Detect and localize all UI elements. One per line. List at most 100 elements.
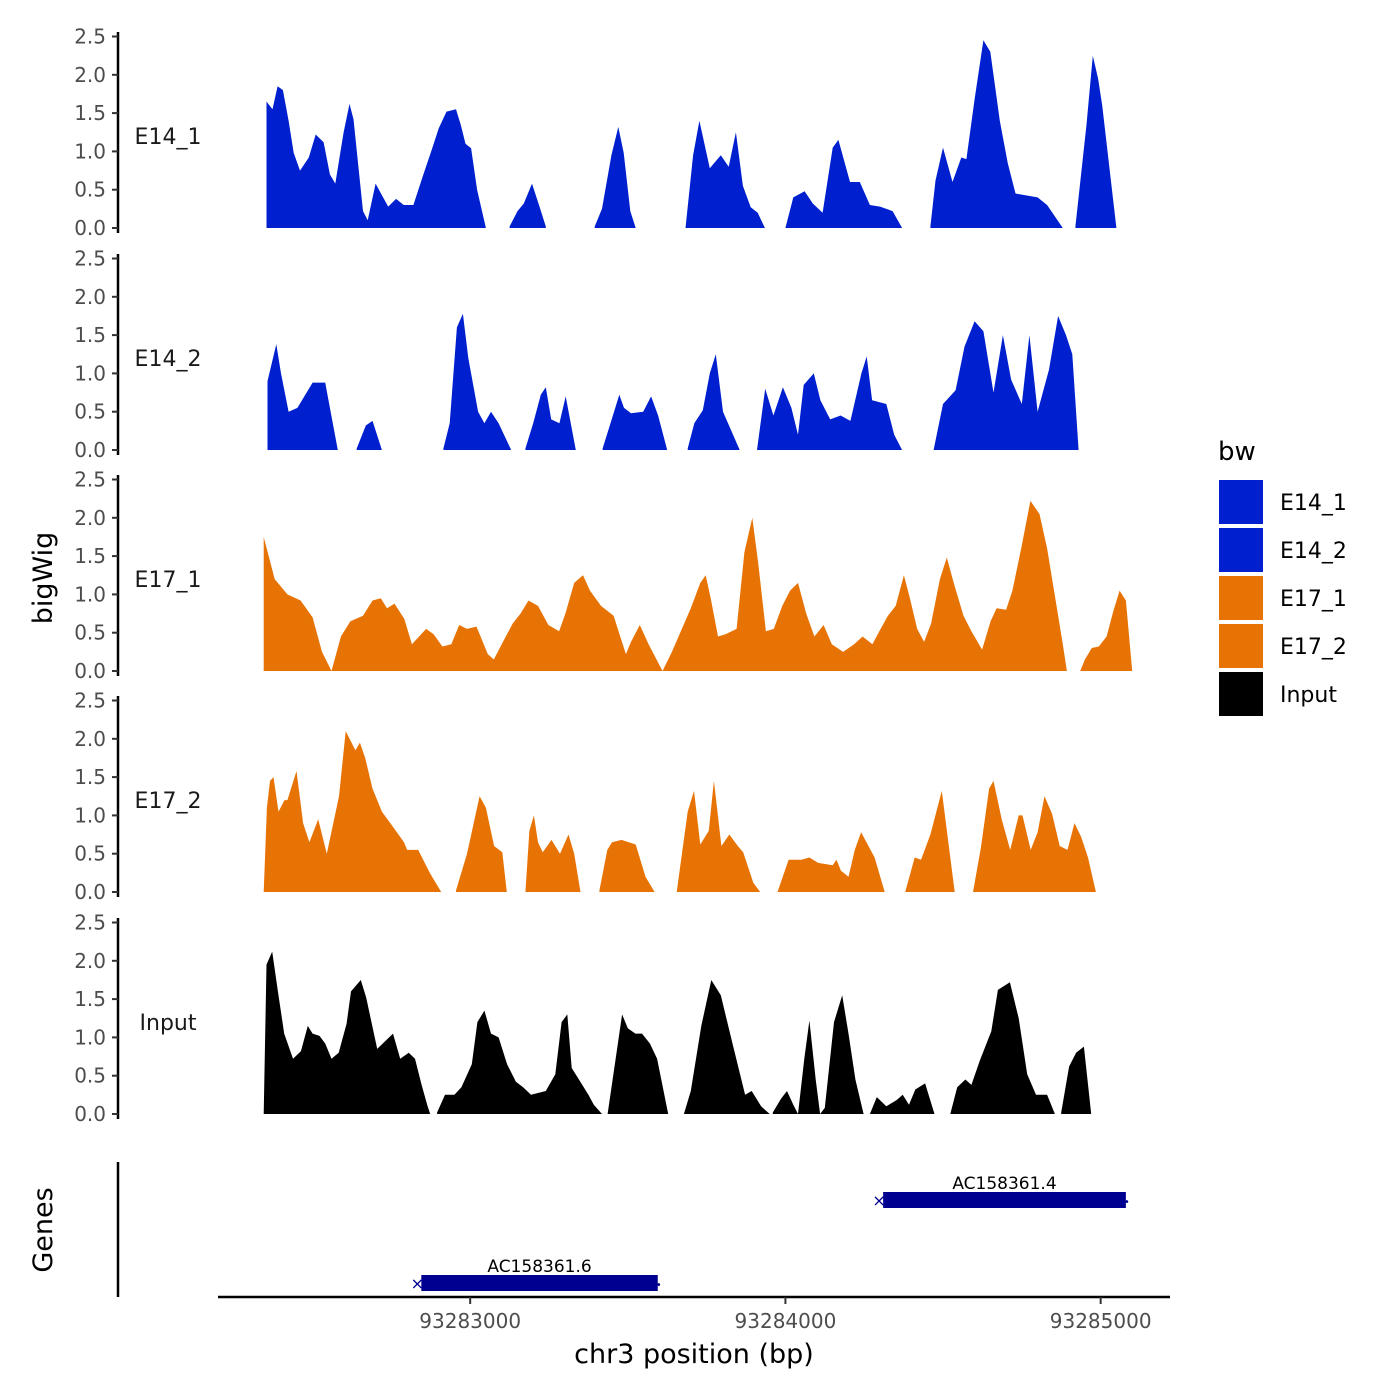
gene-track: × • AC158361.4 × • AC158361.6 [116,1162,1130,1297]
coverage-area-E17_2 [263,731,442,892]
coverage-area-E17_2 [777,832,885,892]
gene-label: AC158361.6 [487,1257,591,1277]
coverage-area-E14_2 [687,354,740,450]
coverage-area-Input [1061,1046,1092,1114]
x-tick-label: 93284000 [735,1309,837,1333]
coverage-area-E14_1 [685,120,765,228]
track-panels: 0.0 0.5 1.0 1.5 2.0 2.5 E14_1 0.0 0.5 1.0 1.5 2.0 2.… [74,25,1133,1126]
legend-label-E14_1: E14_1 [1280,491,1347,516]
track-label-Input: Input [140,1011,197,1036]
track-label-E17_2: E17_2 [135,789,202,814]
coverage-area-Input [607,1014,669,1114]
y-tick-label: 0.5 [74,621,106,645]
y-tick-label: 2.5 [74,247,106,271]
y-tick-label: 2.5 [74,911,106,935]
x-axis-title: chr3 position (bp) [574,1339,814,1370]
coverage-area-E14_1 [930,40,1063,228]
gene-end-marker: • [656,1280,662,1291]
legend-label-E17_1: E17_1 [1280,587,1347,612]
legend-swatch-E17_1 [1217,574,1265,622]
legend-swatch-E17_2 [1217,622,1265,670]
coverage-area-E14_2 [933,316,1079,450]
gene-start-marker: × [872,1191,885,1210]
y-tick-label: 2.0 [74,727,106,751]
y-tick-label: 1.0 [74,803,106,827]
track-label-E14_2: E14_2 [135,347,202,372]
gene-label: AC158361.4 [952,1174,1056,1194]
x-tick-label: 93285000 [1050,1309,1152,1333]
coverage-area-E14_1 [594,126,636,228]
y-tick-label: 0.5 [74,178,106,202]
coverage-area-E14_1 [1075,55,1117,229]
y-tick-label: 0.0 [74,659,106,683]
legend-title: bw [1218,437,1256,467]
coverage-area-E17_2 [676,780,761,892]
coverage-area-E14_2 [267,344,338,450]
track-panel-E17_1: 0.0 0.5 1.0 1.5 2.0 2.5 E17_1 [74,468,1133,683]
coverage-area-Input [437,1010,602,1114]
y-tick-label: 1.0 [74,582,106,606]
track-panel-E14_1: 0.0 0.5 1.0 1.5 2.0 2.5 E14_1 [74,25,1117,240]
y-tick-label: 2.5 [74,689,106,713]
gene-body [883,1192,1126,1208]
y-tick-label: 0.0 [74,1102,106,1126]
y-tick-label: 2.0 [74,949,106,973]
coverage-area-E17_2 [599,839,655,892]
gene-end-marker: • [1124,1197,1130,1208]
y-tick-label: 2.5 [74,25,106,49]
genes-panel-label: Genes [28,1187,59,1272]
coverage-area-E14_2 [757,356,903,450]
y-tick-label: 0.5 [74,842,106,866]
y-tick-label: 2.0 [74,506,106,530]
coverage-area-E17_2 [525,815,581,892]
y-tick-label: 1.5 [74,765,106,789]
gene-body [421,1275,658,1291]
coverage-area-Input [683,980,770,1114]
track-panel-E17_2: 0.0 0.5 1.0 1.5 2.0 2.5 E17_2 [74,689,1096,904]
y-tick-label: 1.0 [74,139,106,163]
y-tick-label: 1.0 [74,361,106,385]
x-axis: 93283000 93284000 93285000 [218,1295,1170,1333]
coverage-area-E14_2 [443,313,512,450]
y-tick-label: 2.5 [74,468,106,492]
y-tick-label: 2.0 [74,285,106,309]
legend-label-E14_2: E14_2 [1280,539,1347,564]
track-panel-Input: 0.0 0.5 1.0 1.5 2.0 2.5 Input [74,911,1092,1126]
legend-swatch-E14_1 [1217,478,1265,526]
gene-AC158361.6: × • AC158361.6 [411,1257,662,1293]
track-label-E14_1: E14_1 [135,125,202,150]
coverage-area-Input [263,951,431,1114]
y-tick-label: 1.0 [74,1025,106,1049]
coverage-area-E17_2 [973,780,1096,892]
legend: bw E14_1 E14_2 E17_1 E17_2 Input [1217,437,1347,718]
y-tick-label: 0.5 [74,1064,106,1088]
y-tick-label: 0.0 [74,216,106,240]
y-axis-title: bigWig [28,532,59,625]
coverage-area-E14_1 [785,139,903,228]
legend-label-E17_2: E17_2 [1280,635,1347,660]
y-tick-label: 1.5 [74,101,106,125]
y-tick-label: 1.5 [74,323,106,347]
y-tick-label: 1.5 [74,544,106,568]
coverage-area-Input [950,982,1055,1114]
y-tick-label: 0.0 [74,880,106,904]
coverage-area-E14_1 [266,86,486,228]
coverage-area-E14_2 [356,420,382,450]
y-tick-label: 1.5 [74,987,106,1011]
y-tick-label: 2.0 [74,63,106,87]
coverage-area-E17_1 [1080,590,1133,671]
coverage-area-E17_2 [905,790,955,892]
track-panel-E14_2: 0.0 0.5 1.0 1.5 2.0 2.5 E14_2 [74,247,1079,462]
coverage-area-E17_1 [263,500,1067,671]
coverage-area-Input [772,995,864,1114]
legend-swatch-Input [1217,670,1265,718]
coverage-area-E14_1 [509,183,546,228]
coverage-area-E14_2 [525,387,576,450]
coverage-area-E14_2 [602,394,668,450]
track-label-E17_1: E17_1 [135,568,202,593]
legend-swatch-E14_2 [1217,526,1265,574]
y-tick-label: 0.0 [74,438,106,462]
x-tick-label: 93283000 [419,1309,521,1333]
gene-AC158361.4: × • AC158361.4 [872,1174,1129,1210]
